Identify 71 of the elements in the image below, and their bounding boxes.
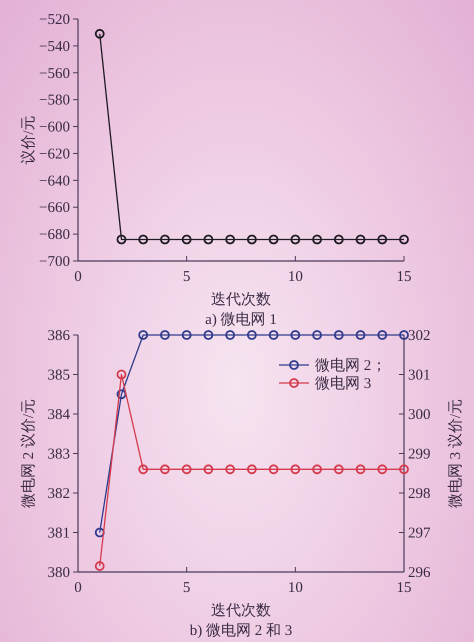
y2-tick-label: 302: [408, 328, 430, 344]
y-tick-label: 383: [48, 446, 70, 462]
x-tick-label: 15: [396, 269, 412, 285]
y-tick-label: −700: [39, 254, 70, 270]
point: [246, 330, 257, 340]
point: [94, 561, 105, 571]
point: [94, 528, 105, 538]
y-tick-label: −540: [39, 38, 70, 55]
x-tick-label: 10: [288, 580, 303, 596]
point: [116, 389, 126, 400]
point: [246, 464, 257, 474]
y2-tick-label: 301: [408, 368, 430, 384]
x-tick-label: 5: [182, 269, 190, 285]
point: [356, 330, 366, 340]
legend-label: 微电网 2；: [315, 357, 386, 374]
point: [334, 464, 344, 474]
point: [225, 330, 236, 340]
x-axis-title: 迭代次数: [211, 291, 271, 308]
y2-tick-label: 298: [408, 486, 430, 502]
y2-tick-label: 299: [408, 446, 430, 462]
point: [290, 464, 300, 474]
x-tick-label: 10: [288, 269, 303, 285]
x-tick-label: 5: [182, 580, 190, 596]
x-tick-label: 15: [396, 580, 412, 596]
point: [182, 464, 192, 474]
point: [334, 330, 344, 340]
y2-axis-title: 微电网 3 议价/元: [447, 398, 464, 508]
y-tick-label: 380: [48, 565, 70, 581]
y-axis-title: 微电网 2 议价/元: [20, 398, 37, 508]
y-tick-label: −680: [39, 227, 70, 244]
y2-tick-label: 300: [408, 407, 430, 423]
y-tick-label: −560: [39, 66, 70, 82]
point: [138, 464, 148, 474]
point: [290, 330, 300, 340]
y-tick-label: 386: [48, 328, 70, 344]
point: [116, 370, 126, 380]
point: [268, 464, 278, 474]
y-tick-label: 385: [48, 368, 70, 384]
x-tick-label: 0: [74, 269, 82, 285]
point: [268, 330, 278, 340]
y-tick-label: 381: [48, 526, 70, 542]
y2-tick-label: 297: [408, 526, 431, 542]
text: b) 微电网 2 和 3: [190, 622, 292, 639]
point: [225, 464, 236, 474]
y-tick-label: −580: [39, 92, 70, 109]
point: [399, 464, 409, 474]
y-axis-title: 议价/元: [20, 115, 37, 165]
x-tick-label: 0: [74, 580, 82, 596]
point: [182, 330, 192, 340]
point: [160, 464, 170, 474]
y-tick-label: 382: [48, 486, 70, 502]
y-tick-label: 384: [48, 407, 70, 423]
y-tick-label: −600: [39, 120, 70, 136]
point: [312, 330, 322, 340]
point: [160, 330, 170, 340]
text: a) 微电网 1: [205, 311, 277, 328]
y2-tick-label: 296: [408, 565, 431, 581]
y-tick-label: −640: [39, 173, 70, 190]
point: [356, 464, 366, 474]
y-tick-label: −520: [39, 12, 70, 28]
y-tick-label: −660: [39, 200, 70, 216]
point: [399, 330, 409, 340]
point: [377, 464, 388, 474]
point: [204, 330, 214, 340]
point: [312, 464, 322, 474]
x-axis-title: 迭代次数: [211, 602, 271, 619]
point: [138, 330, 148, 340]
point: [204, 464, 214, 474]
point: [377, 330, 388, 340]
y-tick-label: −620: [39, 146, 70, 162]
legend-label: 微电网 3: [315, 375, 372, 392]
